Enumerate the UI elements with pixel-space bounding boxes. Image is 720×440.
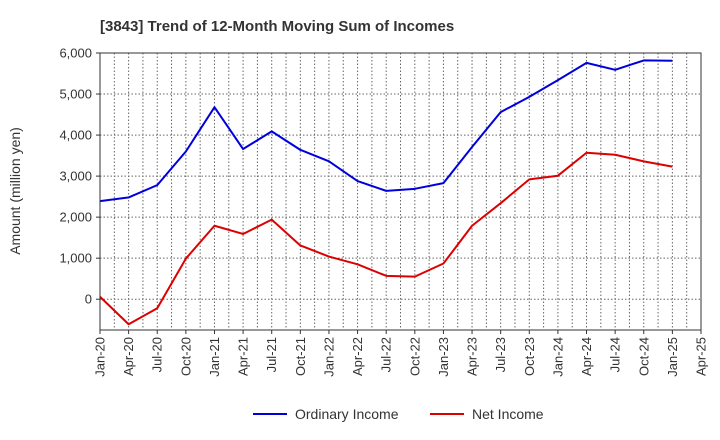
x-tick-label: Jul-21 <box>264 337 279 372</box>
x-tick-label: Oct-21 <box>293 337 308 376</box>
series-line-net-income <box>99 151 673 326</box>
x-tick-label: Jan-22 <box>321 337 336 377</box>
y-axis-ticks: 0 1,000 2,000 3,000 4,000 5,000 6,000 <box>59 46 100 307</box>
x-tick-label: Jan-21 <box>207 337 222 377</box>
y-tick-label: 6,000 <box>59 46 92 61</box>
x-tick-label: Apr-22 <box>350 337 365 376</box>
legend-label-net-income: Net Income <box>472 406 544 422</box>
plot-frame <box>99 52 702 331</box>
y-tick-label: 5,000 <box>59 87 92 102</box>
series-line-ordinary-income <box>99 59 673 203</box>
y-tick-label: 0 <box>85 292 92 307</box>
series-layer <box>99 59 673 326</box>
x-tick-label: Jul-20 <box>150 337 165 372</box>
y-tick-label: 4,000 <box>59 128 92 143</box>
x-tick-label: Apr-24 <box>579 337 594 376</box>
x-tick-label: Oct-22 <box>407 337 422 376</box>
x-tick-label: Jan-24 <box>550 337 565 377</box>
x-tick-label: Jul-24 <box>608 337 623 372</box>
x-tick-label: Apr-23 <box>465 337 480 376</box>
y-axis-label: Amount (million yen) <box>7 127 23 255</box>
x-tick-label: Jan-25 <box>665 337 680 377</box>
x-tick-label: Oct-23 <box>522 337 537 376</box>
x-tick-label: Jan-23 <box>436 337 451 377</box>
x-tick-label: Oct-20 <box>178 337 193 376</box>
grid <box>100 52 701 330</box>
x-tick-label: Jul-22 <box>379 337 394 372</box>
legend: Ordinary Income Net Income <box>253 406 544 422</box>
x-tick-label: Jul-23 <box>493 337 508 372</box>
x-tick-label: Jan-20 <box>93 337 108 377</box>
x-tick-label: Oct-24 <box>636 337 651 376</box>
x-tick-label: Apr-21 <box>236 337 251 376</box>
x-tick-label: Apr-20 <box>121 337 136 376</box>
legend-label-ordinary-income: Ordinary Income <box>295 406 399 422</box>
x-axis-ticks: Jan-20 Apr-20 Jul-20 Oct-20 Jan-21 Apr-21 Jul-… <box>93 330 709 377</box>
chart-title: [3843] Trend of 12-Month Moving Sum of I… <box>100 18 454 35</box>
y-tick-label: 2,000 <box>59 210 92 225</box>
y-tick-label: 1,000 <box>59 251 92 266</box>
y-tick-label: 3,000 <box>59 169 92 184</box>
x-tick-label: Apr-25 <box>694 337 709 376</box>
